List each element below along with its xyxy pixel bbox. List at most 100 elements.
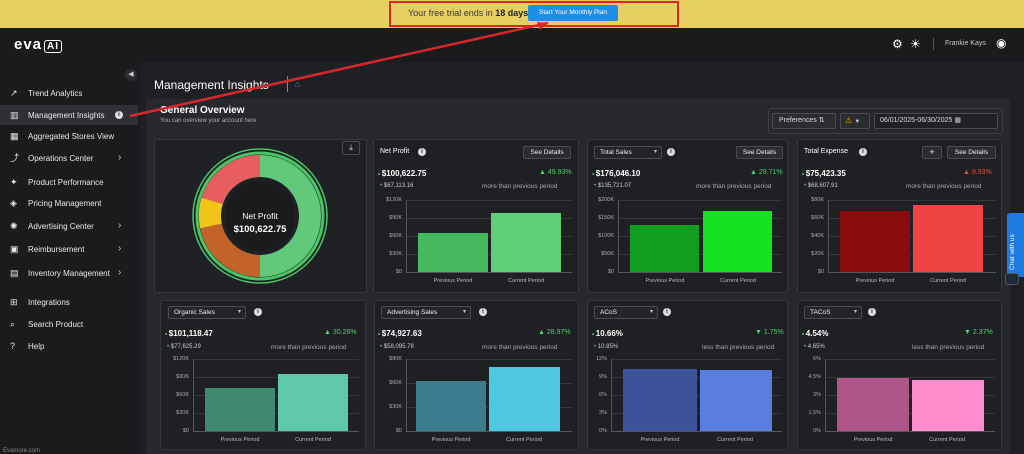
x-label: Current Period (508, 278, 544, 284)
trial-days: 18 days (495, 8, 529, 18)
change-percent: ▲ 29.71% (750, 169, 783, 176)
add-button[interactable]: + (922, 146, 942, 159)
gear-icon[interactable]: ⚙ (892, 37, 903, 51)
gridline (828, 236, 996, 237)
see-details-button[interactable]: See Details (947, 146, 996, 159)
chevron-right-icon: › (118, 220, 122, 231)
net-profit-donut (192, 148, 328, 284)
user-name[interactable]: Frankie Kays (945, 40, 986, 47)
current-value: $74,927.63 (378, 329, 422, 338)
metric-select[interactable]: ACoS ▾ (594, 306, 658, 319)
bar-current (912, 380, 984, 431)
home-icon[interactable]: ⌂ (295, 79, 301, 89)
y-axis (406, 200, 407, 272)
start-plan-button[interactable]: Start Your Monthly Plan (528, 5, 618, 21)
info-icon[interactable]: i (254, 308, 262, 316)
download-icon[interactable]: ⤓ (342, 141, 360, 155)
metric-select-value: Total Sales (600, 149, 632, 156)
previous-value: $68,607.91 (804, 183, 838, 189)
gridline (193, 395, 359, 396)
metric-select[interactable]: Total Sales ▾ (594, 146, 662, 159)
sidebar-item-pricing-management[interactable]: ◈ Pricing Management (0, 193, 138, 213)
gridline (406, 200, 572, 201)
chevron-down-icon: ▾ (462, 309, 466, 315)
y-tick: 1.5% (808, 410, 821, 416)
card-title: Net Profit (380, 148, 410, 155)
sidebar-item-reimbursement[interactable]: ▣ Reimbursement › (0, 239, 138, 259)
sidebar-item-search-product[interactable]: ⌕ Search Product (0, 314, 138, 334)
info-icon[interactable]: i (418, 148, 426, 156)
sidebar-item-management-insights[interactable]: ▥ Management Insights i (0, 105, 138, 125)
gridline (193, 377, 359, 378)
sidebar-item-aggregated-stores[interactable]: ▦ Aggregated Stores View (0, 126, 138, 146)
sidebar-item-advertising-center[interactable]: ✺ Advertising Center › (0, 216, 138, 236)
bar-previous (837, 378, 909, 431)
alert-dropdown[interactable]: ⚠ ▼ (840, 113, 870, 129)
sidebar-item-trend-analytics[interactable]: ↗ Trend Analytics (0, 83, 138, 103)
bar-previous (416, 381, 486, 431)
metric-select[interactable]: Organic Sales ▾ (168, 306, 246, 319)
x-axis (828, 272, 996, 273)
header-divider (933, 38, 934, 50)
sidebar-item-label: Inventory Management (28, 269, 110, 278)
sidebar-item-product-performance[interactable]: ✦ Product Performance (0, 172, 138, 192)
y-tick: $40K (811, 233, 824, 239)
gridline (611, 359, 782, 360)
info-icon[interactable]: i (859, 148, 867, 156)
see-details-button[interactable]: See Details (736, 146, 783, 159)
preferences-button[interactable]: Preferences ⇅ (772, 113, 836, 129)
y-tick: $60K (176, 392, 189, 398)
chevron-right-icon: › (118, 243, 122, 254)
calendar-icon: ▦ (954, 117, 961, 124)
change-value: 2.37% (972, 329, 993, 336)
info-icon[interactable]: i (667, 148, 675, 156)
change-percent: ▲ 9.93% (963, 169, 992, 176)
sidebar-item-operations-center[interactable]: ⤴ Operations Center › (0, 148, 138, 168)
help-icon: ? (10, 341, 16, 351)
inventory-icon: ▤ (10, 268, 19, 278)
collapse-sidebar-button[interactable]: ◀ (125, 69, 137, 81)
y-tick: $100K (598, 233, 614, 239)
sidebar-item-inventory-management[interactable]: ▤ Inventory Management › (0, 263, 138, 283)
chevron-down-icon: ▾ (653, 149, 657, 155)
store-icon: ▦ (10, 131, 19, 141)
change-percent: ▼ 1.75% (755, 329, 784, 336)
bar-previous (205, 388, 275, 431)
comparison-note: more than previous period (271, 344, 347, 351)
change-percent: ▲ 49.93% (539, 169, 572, 176)
user-icon[interactable]: ◉ (996, 36, 1007, 50)
y-tick: $90K (389, 356, 402, 362)
sun-icon[interactable]: ☀ (910, 37, 921, 51)
metric-select[interactable]: TACoS ▾ (804, 306, 862, 319)
y-tick: $30K (176, 410, 189, 416)
metric-select[interactable]: Advertising Sales ▾ (381, 306, 471, 319)
gridline (828, 200, 996, 201)
sidebar-item-label: Management Insights (28, 111, 105, 120)
y-tick: 3% (599, 410, 607, 416)
y-tick: $0 (395, 269, 402, 275)
chevron-right-icon: › (118, 152, 122, 163)
logo-text: eva (14, 36, 43, 53)
chevron-down-icon: ▾ (237, 309, 241, 315)
chat-with-us-tab[interactable] (1007, 213, 1024, 277)
trial-message: Your free trial ends in 18 days (408, 8, 528, 18)
logo[interactable]: eva AI (14, 36, 63, 53)
see-details-button[interactable]: See Details (523, 146, 571, 159)
chat-bubble-icon[interactable] (1005, 273, 1019, 285)
previous-value: 4.65% (804, 344, 825, 350)
date-range-picker[interactable]: 06/01/2025-06/30/2025 ▦ (874, 113, 998, 129)
sidebar-item-integrations[interactable]: ⊞ Integrations (0, 292, 138, 312)
sidebar-item-help[interactable]: ? Help (0, 336, 138, 356)
info-icon[interactable]: i (868, 308, 876, 316)
y-tick: 3% (813, 392, 821, 398)
x-label: Previous Period (855, 278, 895, 284)
info-icon[interactable]: i (663, 308, 671, 316)
performance-icon: ✦ (10, 177, 18, 187)
y-tick: $200K (598, 197, 614, 203)
x-label: Previous Period (431, 437, 471, 443)
x-label: Current Period (929, 437, 965, 443)
x-label: Current Period (295, 437, 331, 443)
x-label: Current Period (720, 278, 756, 284)
y-tick: 0% (813, 428, 821, 434)
info-icon[interactable]: i (479, 308, 487, 316)
